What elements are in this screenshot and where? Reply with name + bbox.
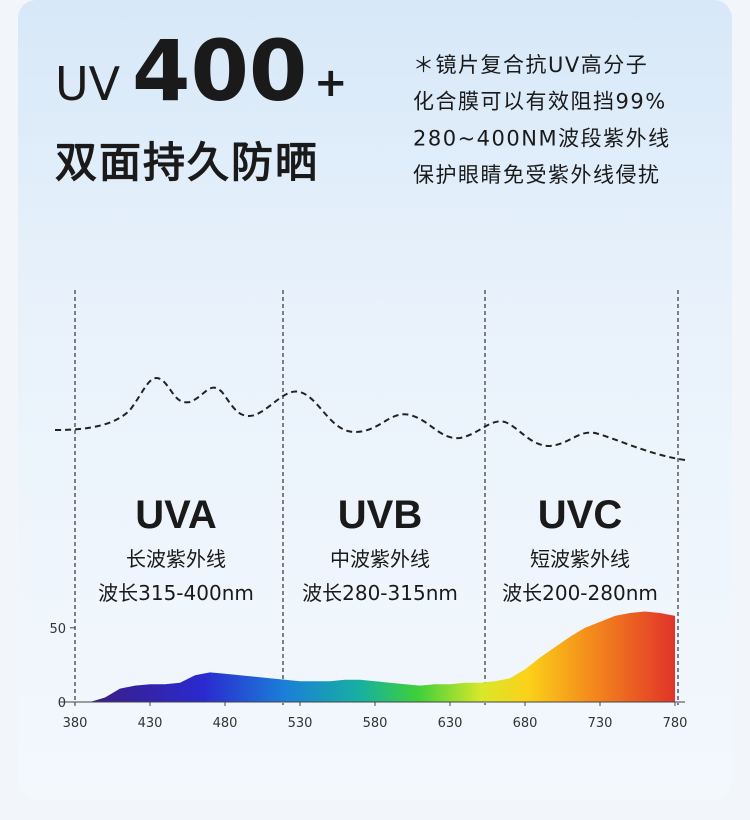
band-range: 波长315-400nm	[98, 581, 254, 605]
note-line: 保护眼睛免受紫外线侵扰	[413, 163, 661, 187]
x-tick-label: 430	[138, 716, 163, 731]
note-line: ＊镜片复合抗UV高分子	[413, 53, 648, 77]
title-suffix: +	[314, 60, 348, 106]
x-tick-label: 480	[213, 716, 238, 731]
band-label: 短波紫外线	[530, 547, 630, 571]
y-tick-label: 0	[58, 696, 66, 711]
x-tick-label: 730	[588, 716, 613, 731]
title-number: 400	[132, 22, 307, 120]
x-tick-label: 630	[438, 716, 463, 731]
band-range: 波长200-280nm	[502, 581, 658, 605]
title-prefix: UV	[55, 57, 121, 111]
x-tick-label: 380	[63, 716, 88, 731]
x-tick-label: 530	[288, 716, 313, 731]
band-name: UVB	[338, 493, 422, 537]
card	[18, 0, 732, 800]
note-line: 280~400NM波段紫外线	[413, 126, 671, 150]
band-label: 中波紫外线	[330, 547, 430, 571]
x-tick-label: 680	[513, 716, 538, 731]
note-line: 化合膜可以有效阻挡99%	[413, 90, 667, 114]
x-tick-label: 580	[363, 716, 388, 731]
spectrum-chart: 380 430 480 530 580 630 680 730 780 0 50	[49, 611, 687, 731]
band-name: UVA	[135, 493, 216, 537]
y-tick-label: 50	[49, 622, 66, 637]
transmission-curve	[54, 377, 686, 461]
x-tick-label: 780	[663, 716, 688, 731]
band-label: 长波紫外线	[126, 547, 226, 571]
dividers	[74, 290, 679, 705]
subtitle: 双面持久防晒	[55, 138, 319, 187]
spectrum-area	[75, 611, 675, 702]
band-name: UVC	[538, 493, 622, 537]
band-range: 波长280-315nm	[302, 581, 458, 605]
